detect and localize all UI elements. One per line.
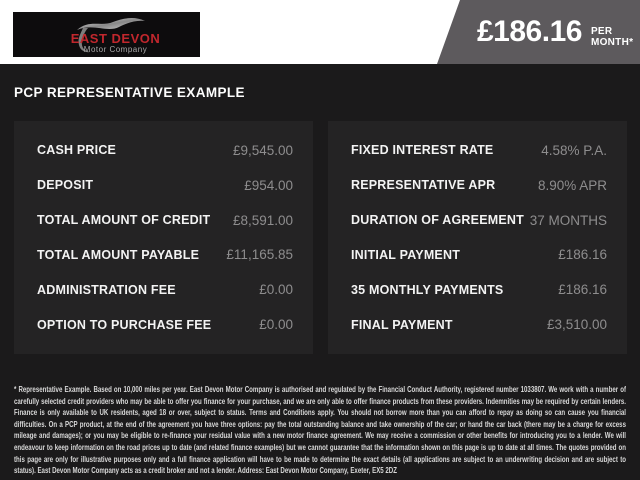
row-value: £0.00	[259, 317, 293, 333]
row-label: DURATION OF AGREEMENT	[351, 213, 524, 228]
row-label: ADMINISTRATION FEE	[37, 282, 176, 297]
finance-row-final-payment: FINAL PAYMENT £3,510.00	[351, 307, 607, 342]
row-value: 37 MONTHS	[529, 212, 607, 228]
finance-row-cash-price: CASH PRICE £9,545.00	[37, 133, 293, 168]
row-value: £954.00	[244, 177, 293, 193]
row-value: £0.00	[259, 282, 293, 298]
row-label: REPRESENTATIVE APR	[351, 178, 496, 193]
top-header-bar: EAST DEVON Motor Company £186.16 PER MON…	[0, 0, 640, 64]
finance-row-total-payable: TOTAL AMOUNT PAYABLE £11,165.85	[37, 237, 293, 272]
finance-row-duration: DURATION OF AGREEMENT 37 MONTHS	[351, 203, 607, 238]
logo-subtitle-text: Motor Company	[83, 45, 148, 54]
finance-row-initial-payment: INITIAL PAYMENT £186.16	[351, 237, 607, 272]
finance-row-interest-rate: FIXED INTEREST RATE 4.58% P.A.	[351, 133, 607, 168]
page-title: PCP REPRESENTATIVE EXAMPLE	[14, 85, 245, 100]
row-label: INITIAL PAYMENT	[351, 247, 461, 262]
row-label: TOTAL AMOUNT OF CREDIT	[37, 213, 211, 228]
row-value: £186.16	[558, 282, 607, 298]
row-value: £9,545.00	[232, 142, 293, 158]
price-period-label: PER MONTH*	[590, 26, 634, 48]
finance-row-monthly-payments: 35 MONTHLY PAYMENTS £186.16	[351, 272, 607, 307]
row-label: FINAL PAYMENT	[351, 317, 453, 332]
finance-row-apr: REPRESENTATIVE APR 8.90% APR	[351, 168, 607, 203]
row-value: £11,165.85	[226, 247, 293, 263]
row-label: TOTAL AMOUNT PAYABLE	[37, 247, 200, 262]
row-value: 8.90% APR	[537, 177, 607, 193]
finance-row-total-credit: TOTAL AMOUNT OF CREDIT £8,591.00	[37, 203, 293, 238]
row-value: £8,591.00	[232, 212, 293, 228]
dealer-logo: EAST DEVON Motor Company	[13, 12, 200, 57]
logo-swoosh-icon	[77, 18, 145, 53]
disclaimer-text: * Representative Example. Based on 10,00…	[14, 385, 626, 476]
row-label: 35 MONTHLY PAYMENTS	[351, 282, 504, 297]
legal-disclaimer: * Representative Example. Based on 10,00…	[14, 384, 626, 476]
monthly-price-flag: £186.16 PER MONTH*	[437, 0, 640, 64]
row-label: FIXED INTEREST RATE	[351, 143, 494, 158]
finance-row-deposit: DEPOSIT £954.00	[37, 168, 293, 203]
logo-name-text: EAST DEVON	[70, 31, 161, 46]
finance-row-admin-fee: ADMINISTRATION FEE £0.00	[37, 272, 293, 307]
row-value: 4.58% P.A.	[541, 142, 607, 158]
row-label: OPTION TO PURCHASE FEE	[37, 317, 212, 332]
row-label: CASH PRICE	[37, 143, 117, 158]
finance-panel-right: FIXED INTEREST RATE 4.58% P.A. REPRESENT…	[328, 121, 627, 354]
finance-panels: CASH PRICE £9,545.00 DEPOSIT £954.00 TOT…	[14, 121, 627, 354]
finance-panel-left: CASH PRICE £9,545.00 DEPOSIT £954.00 TOT…	[14, 121, 313, 354]
section-title-bar: PCP REPRESENTATIVE EXAMPLE	[0, 64, 640, 121]
finance-row-option-fee: OPTION TO PURCHASE FEE £0.00	[37, 307, 293, 342]
row-value: £3,510.00	[546, 317, 607, 333]
row-value: £186.16	[558, 247, 607, 263]
price-amount: £186.16	[477, 15, 582, 48]
row-label: DEPOSIT	[37, 178, 94, 193]
